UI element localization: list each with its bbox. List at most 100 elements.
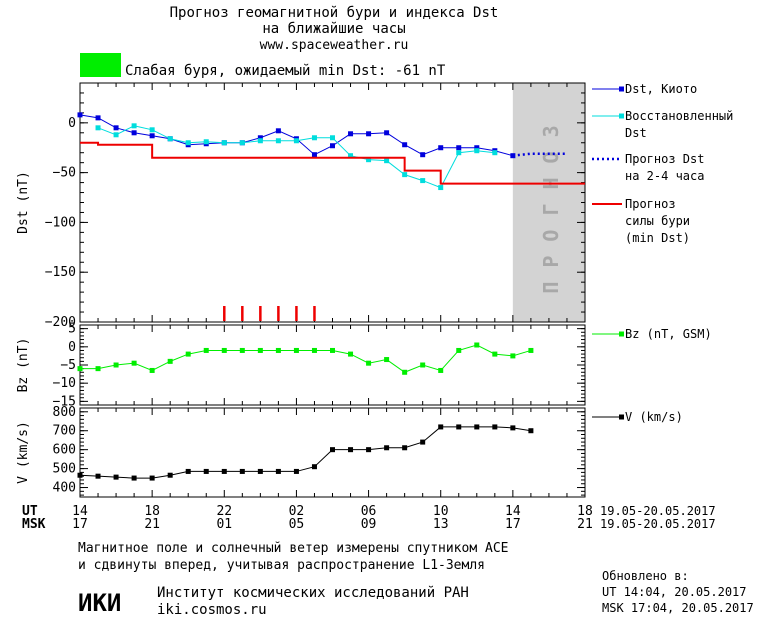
data-point [275,138,281,144]
data-point [456,145,462,151]
legend-label: Dst, Киото [625,82,697,96]
data-point [203,347,209,353]
data-point [348,447,354,453]
data-point [221,347,227,353]
data-point [330,447,335,453]
y-tick-label: 600 [53,443,76,458]
data-point [257,138,263,144]
data-point [311,464,317,470]
data-point [275,128,281,134]
institute-site[interactable]: iki.cosmos.ru [157,602,267,618]
ut-tick-label: 14 [505,504,521,519]
legend-label: (min Dst) [625,231,690,245]
data-point [510,425,516,431]
forecast-region [512,83,585,322]
data-point [420,178,426,184]
data-point [366,360,372,366]
data-point [348,153,354,159]
data-point [113,125,119,131]
data-point [167,358,173,364]
ut-tick-label: 10 [433,504,449,519]
msk-label: MSK [22,517,46,532]
data-point [95,125,101,131]
y-tick-label: −50 [53,166,76,181]
y-tick-label: −100 [45,215,76,230]
y-tick-label: 700 [53,424,76,439]
ut-tick-label: 22 [216,504,232,519]
msk-tick-label: 21 [144,517,160,532]
data-point [221,140,227,146]
msk-date-range: 19.05-20.05.2017 [600,517,716,531]
footer-note-line1: Магнитное поле и солнечный ветер измерен… [78,541,508,556]
y-tick-label: 400 [53,481,76,496]
series-line [79,114,513,157]
data-point [384,357,390,363]
data-point [492,424,498,430]
data-point [77,366,83,372]
data-point [167,472,173,478]
y-axis-title: V (km/s) [16,421,31,484]
data-point [95,115,101,121]
legend-label: Восстановленный [625,109,733,123]
data-point [113,362,119,368]
ut-date-range: 19.05-20.05.2017 [600,504,716,518]
plot-frame [79,324,586,406]
footer-note-line2: и сдвинуты вперед, учитывая распростране… [78,558,485,573]
data-point [293,347,299,353]
data-point [402,142,408,148]
legend-label: на 2-4 часа [625,169,704,183]
data-point [366,131,372,137]
dst-forecast-line [512,152,567,157]
data-point [257,135,263,141]
legend-label: Прогноз Dst [625,152,704,166]
data-point [420,362,426,368]
data-point [384,158,390,164]
updated-ut: UT 14:04, 20.05.2017 [602,585,747,599]
data-point [438,367,444,373]
v-panel: 800 700 600 500 400 V (km/s) [16,405,586,498]
data-point [456,347,462,353]
data-point [77,112,83,118]
storm-status-text: Слабая буря, ожидаемый min Dst: -61 nT [125,63,446,79]
legend-label: силы бури [625,214,690,228]
data-point [366,157,372,163]
data-point [149,367,155,373]
y-tick-label: −200 [45,315,76,330]
msk-tick-label: 09 [361,517,377,532]
y-tick-label: 500 [53,462,76,477]
site-link[interactable]: www.spaceweather.ru [260,38,409,53]
y-tick-label: −15 [53,394,76,409]
y-tick-label: 0 [68,116,76,131]
legend-marker [619,113,624,119]
data-point [275,468,281,474]
data-point [420,152,426,158]
data-point [311,347,317,353]
y-tick-label: 800 [53,405,76,420]
data-point [330,135,335,141]
data-point [402,445,408,451]
legend-label: Dst [625,126,647,140]
storm-level-swatch [80,53,121,77]
data-point [239,468,245,474]
data-point [528,428,534,434]
msk-tick-label: 13 [433,517,449,532]
y-tick-label: 0 [68,340,76,355]
msk-tick-label: 05 [289,517,305,532]
data-point [149,127,155,133]
data-point [257,347,263,353]
chart-title: Прогноз геомагнитной бури и индекса Dst [170,5,499,21]
data-point [438,185,444,191]
plot-frame [79,407,586,498]
updated-label: Обновлено в: [602,569,689,583]
data-point [474,342,480,348]
ut-tick-label: 06 [361,504,377,519]
y-axis-title: Bz (nT) [16,338,31,393]
data-point [420,439,426,445]
data-point [366,447,372,453]
ut-tick-label: 18 [577,504,593,519]
data-point [402,172,408,178]
data-point [438,145,444,151]
data-point [456,424,462,430]
data-point [77,472,83,478]
plot-frame [79,82,586,323]
